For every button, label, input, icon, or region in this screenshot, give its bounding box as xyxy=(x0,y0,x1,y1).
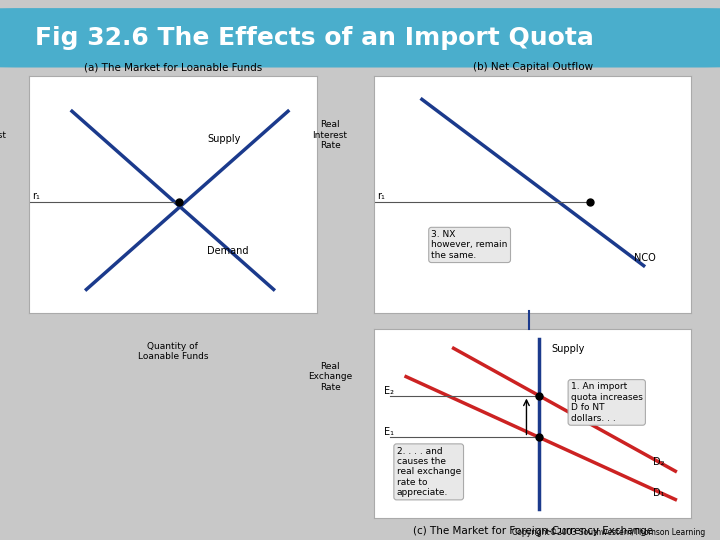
Text: (c) The Market for Foreign-Currency Exchange: (c) The Market for Foreign-Currency Exch… xyxy=(413,526,653,537)
Text: 1. An import
quota increases
D fo NT
dollars. . .: 1. An import quota increases D fo NT dol… xyxy=(571,382,643,422)
Title: (b) Net Capital Outflow: (b) Net Capital Outflow xyxy=(473,62,593,72)
Text: Real
Exchange
Rate: Real Exchange Rate xyxy=(308,362,352,392)
Text: 3. NX
however, remain
the same.: 3. NX however, remain the same. xyxy=(431,230,508,260)
Text: Real
Interest
Rate: Real Interest Rate xyxy=(0,120,6,150)
FancyBboxPatch shape xyxy=(0,8,720,68)
Text: E₁: E₁ xyxy=(384,428,394,437)
Title: (a) The Market for Loanable Funds: (a) The Market for Loanable Funds xyxy=(84,62,262,72)
Text: Net Capital
Outflow: Net Capital Outflow xyxy=(508,342,558,361)
Text: D₁: D₁ xyxy=(653,488,665,498)
Text: NCO: NCO xyxy=(634,253,656,263)
Text: E₂: E₂ xyxy=(384,386,394,396)
Text: 2. . . . and
causes the
real exchange
rate to
appreciate.: 2. . . . and causes the real exchange ra… xyxy=(397,447,461,497)
Text: Real
Interest
Rate: Real Interest Rate xyxy=(312,120,348,150)
Text: Quantity of
Loanable Funds: Quantity of Loanable Funds xyxy=(138,342,208,361)
Text: r₁: r₁ xyxy=(32,191,40,201)
Text: Demand: Demand xyxy=(207,246,249,256)
Text: Fig 32.6 The Effects of an Import Quota: Fig 32.6 The Effects of an Import Quota xyxy=(35,26,594,50)
Text: Supply: Supply xyxy=(207,134,240,144)
Text: D₂: D₂ xyxy=(653,457,665,468)
Text: r₁: r₁ xyxy=(377,191,385,201)
Text: Supply: Supply xyxy=(552,344,585,354)
Text: Copyright©2003 Southwestern/Thomson Learning: Copyright©2003 Southwestern/Thomson Lear… xyxy=(513,528,706,537)
